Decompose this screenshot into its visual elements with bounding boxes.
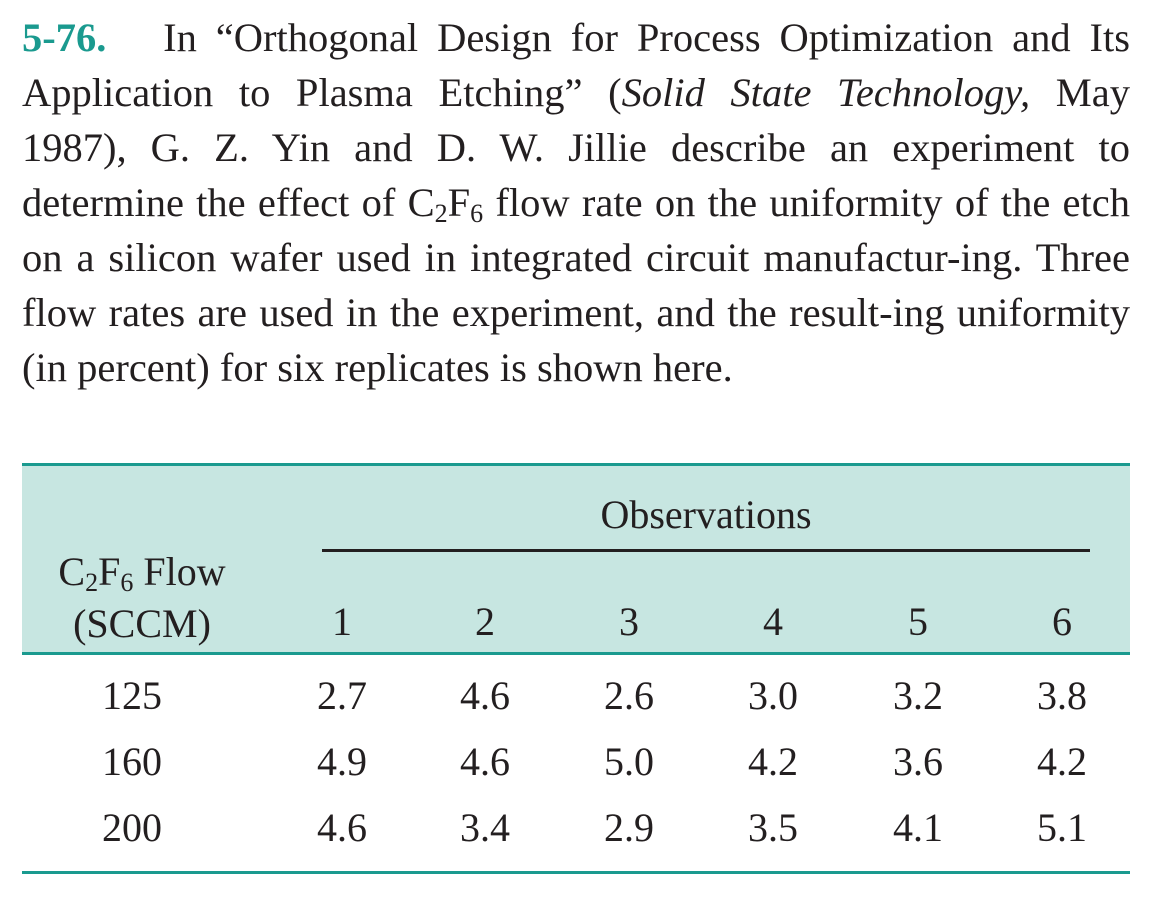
table-cell: 5.1 [1037,805,1087,850]
row-flow-value: 160 [102,739,162,784]
row-flow-value: 125 [102,673,162,718]
column-header-3: 3 [619,599,639,644]
column-header-4: 4 [763,599,783,644]
table-cell: 3.5 [748,805,798,850]
flow-column-header: C2F6 Flow (SCCM) [22,546,262,650]
table-cell: 4.6 [317,805,367,850]
problem-text-before-title: In “ [163,15,234,60]
flow-header-sub-6: 6 [120,568,134,597]
table-header: Observations C2F6 Flow (SCCM) 1 2 3 4 5 … [22,463,1130,655]
data-table: Observations C2F6 Flow (SCCM) 1 2 3 4 5 … [22,463,1130,875]
flow-header-line2: (SCCM) [73,601,211,646]
column-header-2: 2 [475,599,495,644]
problem-text-after-title: ” ( [564,70,622,115]
row-flow-value: 200 [102,805,162,850]
table-cell: 4.6 [460,739,510,784]
problem-number: 5-76. [22,15,107,60]
subscript-6: 6 [470,199,484,228]
table-cell: 3.4 [460,805,510,850]
flow-header-sub-2: 2 [85,568,99,597]
problem-statement: 5-76. In “Orthogonal Design for Process … [22,10,1130,395]
problem-text-f: F [447,180,471,225]
table-cell: 4.2 [1037,739,1087,784]
column-header-5: 5 [908,599,928,644]
table-row: 200 4.6 3.4 2.9 3.5 4.1 5.1 [22,805,1130,865]
subscript-2: 2 [434,199,448,228]
observations-header: Observations [600,492,812,537]
table-cell: 3.0 [748,673,798,718]
table-cell: 3.2 [893,673,943,718]
table-cell: 4.6 [460,673,510,718]
table-cell: 4.1 [893,805,943,850]
table-cell: 2.6 [604,673,654,718]
table-cell: 3.6 [893,739,943,784]
problem-text-rest: flow rate on the uniformity of the etch … [22,180,1130,390]
journal-name: Solid State Technology, [621,70,1031,115]
table-cell: 3.8 [1037,673,1087,718]
table-cell: 5.0 [604,739,654,784]
table-cell: 2.9 [604,805,654,850]
article-title: Orthogonal Design for Process Optimizati… [22,15,1130,115]
column-header-6: 6 [1052,599,1072,644]
problem-text-date-authors: May 1987), G. Z. Yin and D. W. Jillie de… [22,70,1130,225]
observations-rule [322,549,1090,552]
table-row: 125 2.7 4.6 2.6 3.0 3.2 3.8 [22,673,1130,733]
column-header-1: 1 [332,599,352,644]
table-cell: 2.7 [317,673,367,718]
table-cell: 4.9 [317,739,367,784]
flow-header-line1: C2F6 Flow [22,546,262,598]
table-cell: 4.2 [748,739,798,784]
flow-header-c: C [58,549,86,594]
flow-header-f: F [98,549,121,594]
flow-header-flow: Flow [133,549,226,594]
table-bottom-rule [22,871,1130,874]
table-row: 160 4.9 4.6 5.0 4.2 3.6 4.2 [22,739,1130,799]
